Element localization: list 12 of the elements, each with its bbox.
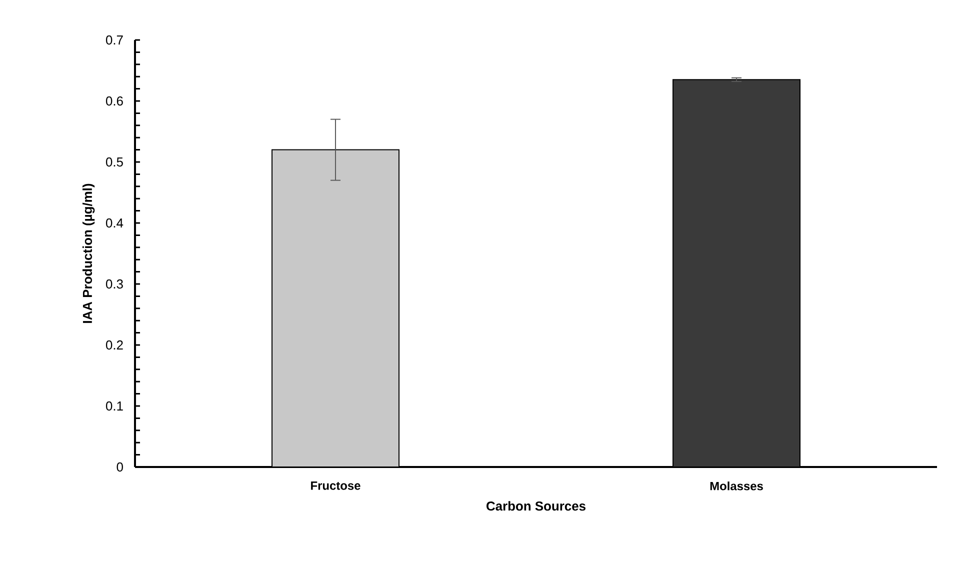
y-tick-label: 0.3 — [106, 279, 123, 289]
y-axis-title: IAA Production (µg/ml) — [82, 184, 95, 323]
y-tick-label: 0.5 — [106, 157, 123, 167]
x-tick-label: Fructose — [311, 482, 360, 490]
y-tick-label: 0 — [116, 462, 123, 472]
y-tick-label: 0.1 — [106, 401, 123, 411]
y-tick-label: 0.6 — [106, 96, 123, 106]
y-tick-label: 0.2 — [106, 340, 123, 350]
y-tick-label: 0.7 — [106, 35, 123, 45]
x-axis-title: Carbon Sources — [486, 501, 586, 511]
x-tick-label: Molasses — [710, 482, 763, 490]
y-tick-label: 0.4 — [106, 218, 124, 228]
